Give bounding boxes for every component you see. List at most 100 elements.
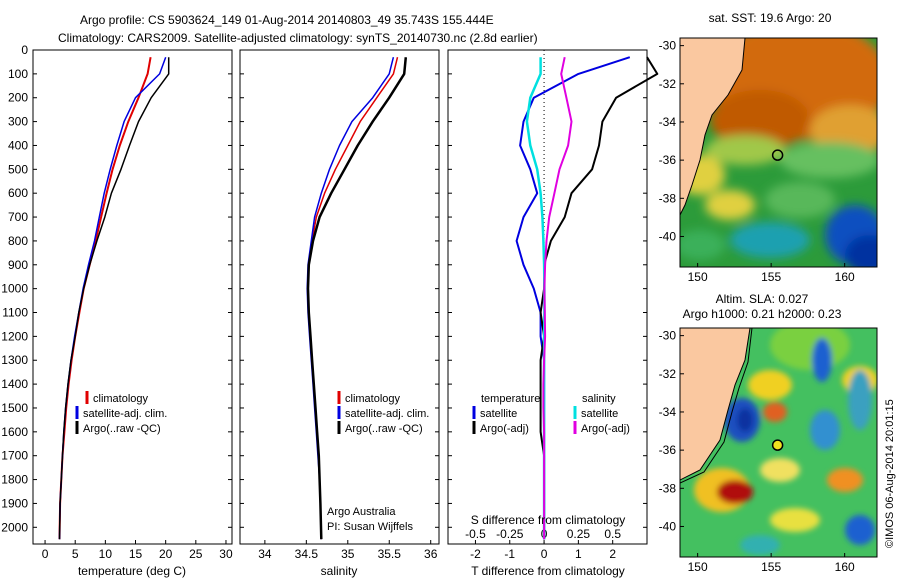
salinity-tick-label: 35.5 (378, 547, 402, 561)
depth-tick-label: 1600 (1, 425, 28, 439)
map-lat-tick-label: -40 (659, 229, 677, 243)
depth-tick-label: 500 (8, 162, 28, 176)
depth-tick-label: 0 (21, 43, 28, 57)
difference-tick-label: 1 (575, 547, 582, 561)
difference-xlabel-top: S difference from climatology (471, 513, 626, 527)
header-line1: Argo profile: CS 5903624_149 01-Aug-2014… (80, 13, 494, 27)
sst-map (680, 38, 877, 267)
temperature-tick-label: 15 (129, 547, 143, 561)
map-lon-tick-label: 160 (835, 270, 855, 284)
salinity-x-axis: 34 34.5 35 35.5 36 (258, 540, 438, 561)
temperature-tick-label: 10 (99, 547, 113, 561)
map-lon-tick-label: 160 (835, 560, 855, 574)
sst-map-title: sat. SST: 19.6 Argo: 20 (709, 11, 832, 25)
difference-top-tick-label: -0.5 (465, 527, 486, 541)
difference-xlabel: T difference from climatology (471, 564, 625, 578)
depth-tick-label: 600 (8, 186, 28, 200)
map-lon-tick-label: 155 (761, 560, 781, 574)
difference-x-axis: -2 -1 0 1 2-0.5 -0.25 0 0.25 0.5 (465, 527, 621, 561)
depth-tick-label: 800 (8, 234, 28, 248)
map-lat-tick-label: -40 (659, 519, 677, 533)
map-lat-tick-label: -32 (659, 367, 677, 381)
sst-map-axes: 150 155 160 -30 -32 -34 -36 -38 -40 (659, 39, 855, 284)
credit-line1: Argo Australia (327, 506, 396, 518)
legend-label-climatology: climatology (93, 393, 149, 405)
map-lon-tick-label: 150 (688, 560, 708, 574)
series-line-2 (58, 56, 167, 540)
depth-tick-label: 700 (8, 210, 28, 224)
legend-label-argo: Argo(..raw -QC) (345, 423, 423, 435)
difference-legend: temperature salinity satellite Argo(-adj… (472, 393, 630, 435)
difference-tick-label: 0 (541, 547, 548, 561)
salinity-tick-label: 34.5 (295, 547, 319, 561)
temperature-legend: climatology satellite-adj. clim. Argo(..… (75, 391, 167, 435)
land-mass (680, 38, 746, 216)
temperature-profiles (58, 56, 170, 540)
map-lat-tick-label: -34 (659, 405, 677, 419)
difference-top-tick-label: 0.5 (604, 527, 621, 541)
legend-label-s-argo: Argo(-adj) (581, 423, 630, 435)
sla-map-axes: 150 155 160 -30 -32 -34 -36 -38 -40 (659, 329, 855, 574)
series-line-1 (515, 56, 631, 540)
depth-tick-label: 100 (8, 67, 28, 81)
sla-map-title1: Altim. SLA: 0.027 (716, 292, 809, 306)
temperature-tick-label: 25 (189, 547, 203, 561)
legend-label-satellite: satellite-adj. clim. (83, 408, 167, 420)
map-lat-tick-label: -30 (659, 39, 677, 53)
map-lat-tick-label: -32 (659, 77, 677, 91)
map-lat-tick-label: -30 (659, 329, 677, 343)
series-line-2 (539, 56, 659, 540)
depth-axis: 0 100 200 300 400 500 600 700 800 900 1000 1100 1200… (1, 43, 647, 534)
series-line-3 (306, 57, 408, 540)
map-lat-tick-label: -36 (659, 443, 677, 457)
temperature-tick-label: 0 (42, 547, 49, 561)
legend-label-satellite: satellite-adj. clim. (345, 408, 429, 420)
land-mass (680, 328, 751, 481)
header-line2: Climatology: CARS2009. Satellite-adjuste… (58, 31, 538, 45)
salinity-profiles (306, 57, 408, 540)
series-line-1 (58, 57, 152, 540)
imos-timestamp: ©IMOS 06-Aug-2014 20:01:15 (884, 399, 896, 548)
depth-tick-label: 1100 (2, 306, 28, 320)
temperature-tick-label: 30 (219, 547, 233, 561)
depth-tick-label: 400 (8, 138, 28, 152)
depth-tick-label: 200 (8, 91, 28, 105)
temperature-panel-frame (32, 49, 233, 545)
temperature-tick-label: 20 (159, 547, 173, 561)
map-lat-tick-label: -38 (659, 191, 677, 205)
salinity-tick-label: 36 (424, 547, 438, 561)
temperature-x-axis: 0 5 10 15 20 25 30 (42, 540, 233, 561)
difference-profiles (515, 56, 659, 540)
series-line-1 (307, 57, 399, 540)
salinity-tick-label: 35 (341, 547, 355, 561)
difference-top-tick-label: -0.25 (496, 527, 524, 541)
map-lon-tick-label: 150 (688, 270, 708, 284)
argo-position-marker (771, 149, 784, 161)
depth-tick-label: 1800 (1, 473, 28, 487)
depth-tick-label: 1700 (1, 449, 28, 463)
depth-tick-label: 1200 (1, 329, 28, 343)
map-lat-tick-label: -36 (659, 153, 677, 167)
argo-position-marker (771, 439, 784, 451)
legend-label-t-satellite: satellite (480, 408, 517, 420)
depth-tick-label: 1300 (1, 353, 28, 367)
legend-head-temperature: temperature (481, 393, 540, 405)
depth-tick-label: 1900 (1, 496, 28, 510)
salinity-legend: climatology satellite-adj. clim. Argo(..… (327, 391, 429, 533)
legend-label-argo: Argo(..raw -QC) (83, 423, 161, 435)
depth-tick-label: 1000 (1, 282, 28, 296)
difference-tick-label: 2 (609, 547, 616, 561)
depth-tick-label: 900 (8, 258, 28, 272)
temperature-xlabel: temperature (deg C) (78, 564, 186, 578)
difference-top-tick-label: 0.25 (567, 527, 591, 541)
legend-label-s-satellite: satellite (581, 408, 618, 420)
salinity-panel-frame (239, 49, 440, 545)
map-lat-tick-label: -38 (659, 481, 677, 495)
map-lon-tick-label: 155 (761, 270, 781, 284)
salinity-tick-label: 34 (258, 547, 272, 561)
temperature-tick-label: 5 (72, 547, 79, 561)
series-line-3 (58, 57, 170, 540)
depth-tick-label: 1500 (1, 401, 28, 415)
map-lat-tick-label: -34 (659, 115, 677, 129)
